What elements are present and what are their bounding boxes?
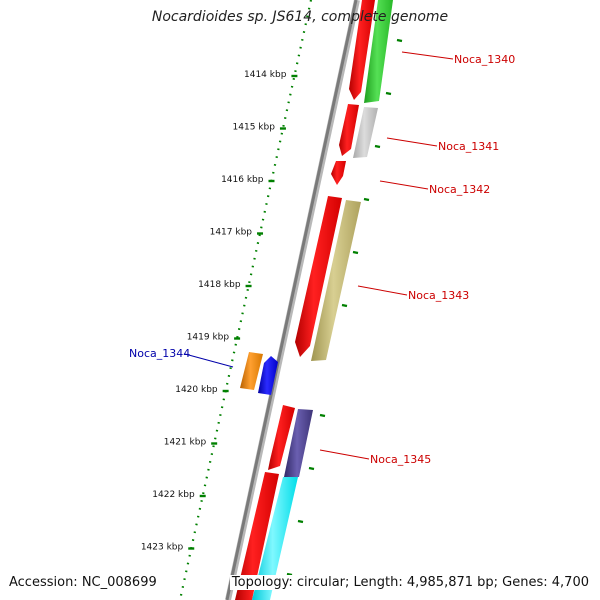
scale-tick-label: 1421 kbp [164, 438, 207, 448]
scale-tick-label: 1415 kbp [233, 123, 276, 133]
gene-feature-1341[interactable] [353, 107, 378, 158]
genome-backbone [225, 0, 358, 600]
callout-line-1340 [401, 51, 454, 60]
cds-feature-1341[interactable] [339, 104, 359, 156]
cds-feature-1343[interactable] [295, 196, 342, 357]
callout-line-1343 [357, 285, 408, 296]
gene-label-1345[interactable]: Noca_1345 [370, 453, 431, 466]
cds-track [235, 0, 375, 600]
cds-feature-1345[interactable] [268, 405, 295, 470]
cds-feature-1340[interactable] [349, 0, 375, 100]
gene-label-1343[interactable]: Noca_1343 [408, 289, 469, 302]
outer-track-ticks [286, 38, 403, 577]
scale-tick-label: 1423 kbp [141, 543, 184, 553]
map-title: Nocardioides sp. JS614, complete genome [151, 9, 449, 25]
gene-label-1341[interactable]: Noca_1341 [438, 140, 499, 153]
callout-line-1341 [386, 137, 438, 147]
gene-label-1344[interactable]: Noca_1344 [129, 347, 190, 360]
cds-feature-1342[interactable] [331, 161, 346, 185]
gene-label-1342[interactable]: Noca_1342 [429, 183, 490, 196]
callout-line-1345 [319, 449, 370, 460]
gene-feature-orange[interactable] [240, 352, 263, 390]
accession-text: Accession: NC_008699 [7, 575, 159, 590]
callout-lines [184, 51, 454, 460]
gene-labels: Noca_1340 Noca_1341 Noca_1342 Noca_1343 … [129, 53, 515, 466]
scale-tick-label: 1422 kbp [152, 490, 195, 500]
topology-text: Topology: circular; Length: 4,985,871 bp… [229, 575, 591, 590]
scale-tick-label: 1419 kbp [187, 333, 230, 343]
gene-feature-1346[interactable] [252, 477, 298, 600]
reverse-gene-group [240, 352, 278, 395]
scale-ticks: 1414 kbp 1415 kbp 1416 kbp 1417 kbp 1418 kbp… [141, 70, 298, 553]
scale-tick-label: 1420 kbp [175, 385, 218, 395]
gene-feature-1345[interactable] [284, 409, 313, 477]
gene-feature-1344[interactable] [258, 356, 278, 395]
scale-tick-label: 1417 kbp [210, 228, 253, 238]
callout-line-1344 [184, 353, 234, 368]
cds-feature-1346[interactable] [235, 472, 279, 600]
gene-feature-1340[interactable] [364, 0, 393, 103]
scale-tick-label: 1414 kbp [244, 70, 287, 80]
callout-line-1342 [379, 180, 429, 190]
scale-tick-label: 1416 kbp [221, 175, 264, 185]
gene-feature-1343[interactable] [311, 200, 361, 361]
scale-tick-label: 1418 kbp [198, 280, 241, 290]
gene-track [252, 0, 393, 600]
gene-label-1340[interactable]: Noca_1340 [454, 53, 515, 66]
